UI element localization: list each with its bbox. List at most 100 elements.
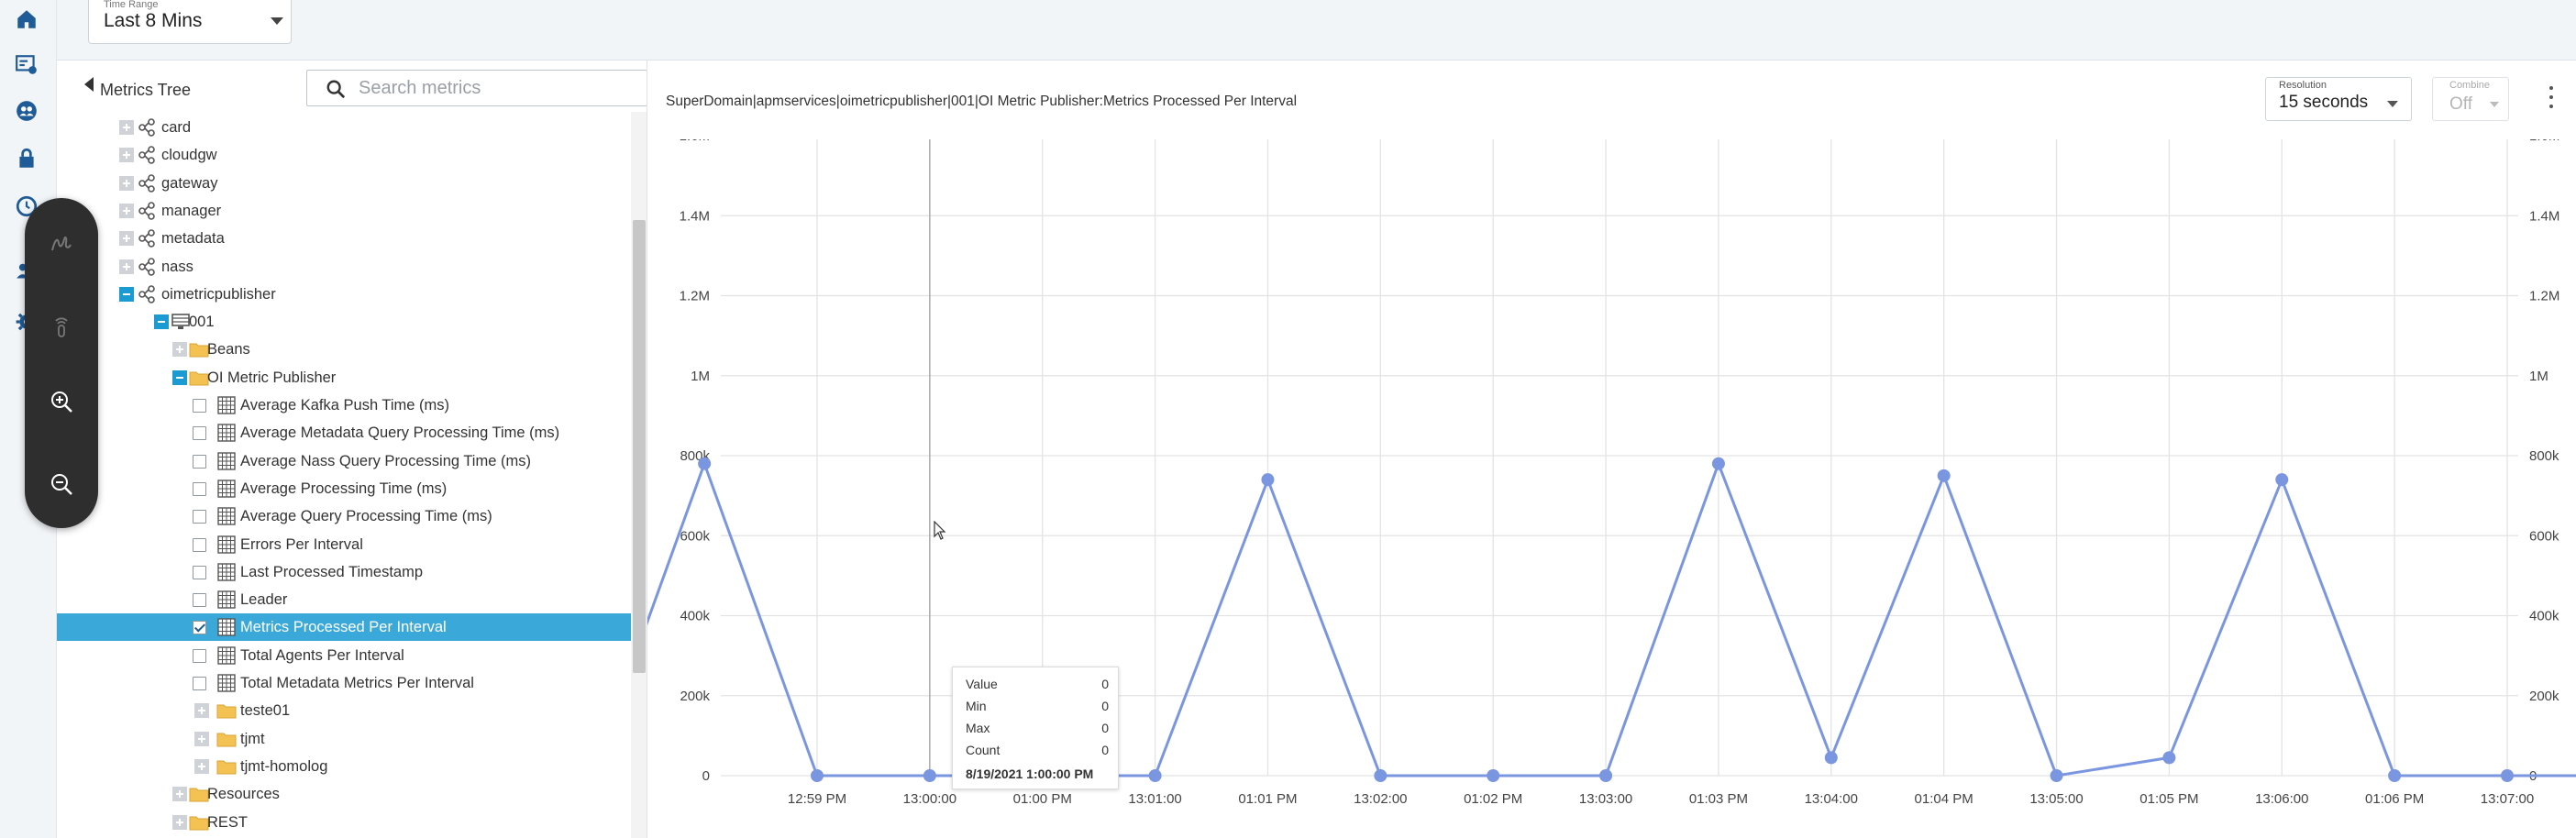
team-icon[interactable] — [13, 97, 40, 125]
agent-node-icon — [138, 257, 158, 276]
data-point[interactable] — [698, 457, 712, 470]
tree-row[interactable]: tjmt-homolog — [57, 753, 631, 780]
tree-row[interactable]: tjmt — [57, 725, 631, 753]
tree-row[interactable]: Errors Per Interval — [57, 531, 631, 558]
lock-icon[interactable] — [13, 145, 40, 172]
tooltip-value-label: Value — [966, 677, 998, 691]
tree-checkbox[interactable] — [193, 593, 206, 608]
tree-row-label: Average Nass Query Processing Time (ms) — [240, 452, 531, 469]
tree-row[interactable]: Average Kafka Push Time (ms) — [57, 391, 631, 419]
data-point[interactable] — [1374, 769, 1388, 782]
tree-row-label: cloudgw — [161, 147, 217, 164]
data-point[interactable] — [1599, 769, 1613, 782]
data-point[interactable] — [1711, 457, 1725, 470]
data-point[interactable] — [2388, 769, 2402, 782]
history-icon[interactable] — [13, 193, 40, 220]
tree-row-label: Average Processing Time (ms) — [240, 480, 448, 497]
y-tick-label-right: 1.6M — [2529, 139, 2559, 144]
expand-icon[interactable] — [119, 120, 134, 135]
agent-node-icon — [138, 202, 158, 220]
expand-icon[interactable] — [119, 175, 134, 191]
expand-icon[interactable] — [172, 342, 187, 358]
data-point[interactable] — [1487, 769, 1500, 782]
touch-icon[interactable] — [43, 308, 80, 345]
data-point[interactable] — [1261, 473, 1275, 487]
tree-row[interactable]: oimetricpublisher — [57, 281, 631, 308]
mouse-pointer-icon — [934, 521, 946, 540]
tree-scrollbar-thumb[interactable] — [633, 220, 646, 673]
collapse-icon[interactable] — [119, 286, 134, 302]
tree-checkbox[interactable] — [193, 677, 206, 690]
tree-row[interactable]: teste01 — [57, 697, 631, 724]
tree-row[interactable]: gateway — [57, 170, 631, 197]
expand-icon[interactable] — [194, 731, 209, 746]
expand-icon[interactable] — [172, 787, 187, 802]
tree-row[interactable]: metadata — [57, 225, 631, 252]
expand-icon[interactable] — [194, 758, 209, 774]
tree-checkbox[interactable] — [193, 481, 206, 496]
data-point[interactable] — [2501, 769, 2514, 782]
expand-icon[interactable] — [172, 814, 187, 830]
series-line — [647, 459, 2576, 777]
home-icon[interactable] — [13, 6, 40, 33]
tree-scrollbar[interactable] — [631, 112, 647, 838]
tree-row[interactable]: 001 — [57, 308, 631, 336]
expand-icon[interactable] — [194, 703, 209, 719]
resolution-select[interactable]: Resolution 15 seconds — [2265, 77, 2412, 121]
combine-select[interactable]: Combine Off — [2432, 77, 2509, 121]
collapse-icon[interactable] — [154, 314, 169, 330]
x-tick-label: 13:05:00 — [2029, 791, 2083, 807]
tree-row[interactable]: card — [57, 114, 631, 141]
time-range-select[interactable]: Time Range Last 8 Mins — [88, 0, 292, 44]
data-point[interactable] — [2162, 751, 2176, 765]
data-point[interactable] — [811, 769, 824, 782]
tree-checkbox[interactable] — [193, 537, 206, 552]
tree-row[interactable]: Average Metadata Query Processing Time (… — [57, 419, 631, 447]
tree-row-label: Average Query Processing Time (ms) — [240, 508, 492, 525]
tree-checkbox[interactable] — [193, 510, 206, 524]
expand-icon[interactable] — [119, 259, 134, 274]
tree-row[interactable]: Average Nass Query Processing Time (ms) — [57, 447, 631, 475]
data-point[interactable] — [2050, 769, 2063, 782]
collapse-icon[interactable] — [172, 369, 187, 385]
tree-row[interactable]: cloudgw — [57, 141, 631, 169]
tree-row[interactable]: Beans — [57, 336, 631, 363]
expand-icon[interactable] — [119, 203, 134, 218]
tree-row[interactable]: Total Metadata Metrics Per Interval — [57, 669, 631, 697]
tree-row[interactable]: Total Agents Per Interval — [57, 642, 631, 669]
tree-row[interactable]: nass — [57, 253, 631, 281]
zoom-out-icon[interactable] — [43, 466, 80, 502]
tooltip-max-label: Max — [966, 721, 990, 735]
tree-row[interactable]: Leader — [57, 586, 631, 613]
more-options-icon[interactable] — [2546, 84, 2557, 110]
draw-icon[interactable] — [43, 226, 80, 262]
data-point[interactable] — [1824, 751, 1838, 765]
dashboard-settings-icon[interactable] — [13, 51, 40, 79]
data-point[interactable] — [1937, 469, 1951, 482]
tree-checkbox[interactable] — [193, 621, 206, 635]
tree-row[interactable]: Metrics Processed Per Interval — [57, 613, 631, 642]
x-tick-label: 13:07:00 — [2481, 791, 2534, 807]
tree-row[interactable]: Average Processing Time (ms) — [57, 475, 631, 502]
tree-row[interactable]: OI Metric Publisher — [57, 364, 631, 391]
tree-row[interactable]: Average Query Processing Time (ms) — [57, 502, 631, 530]
expand-icon[interactable] — [119, 148, 134, 163]
metric-grid-icon — [216, 507, 237, 525]
tree-checkbox[interactable] — [193, 648, 206, 663]
expand-icon[interactable] — [119, 231, 134, 247]
data-point[interactable] — [1148, 769, 1162, 782]
data-point[interactable] — [923, 769, 936, 782]
tree-row[interactable]: Resources — [57, 780, 631, 808]
collapse-panel-icon[interactable] — [84, 77, 94, 92]
tree-checkbox[interactable] — [193, 426, 206, 441]
search-input[interactable] — [359, 75, 634, 101]
tree-row[interactable]: Last Processed Timestamp — [57, 558, 631, 586]
tree-checkbox[interactable] — [193, 399, 206, 413]
tree-checkbox[interactable] — [193, 454, 206, 469]
tree-row[interactable]: REST — [57, 809, 631, 836]
tree-row[interactable]: manager — [57, 197, 631, 225]
data-point[interactable] — [2275, 473, 2289, 487]
tree-checkbox[interactable] — [193, 565, 206, 579]
zoom-in-icon[interactable] — [43, 383, 80, 420]
